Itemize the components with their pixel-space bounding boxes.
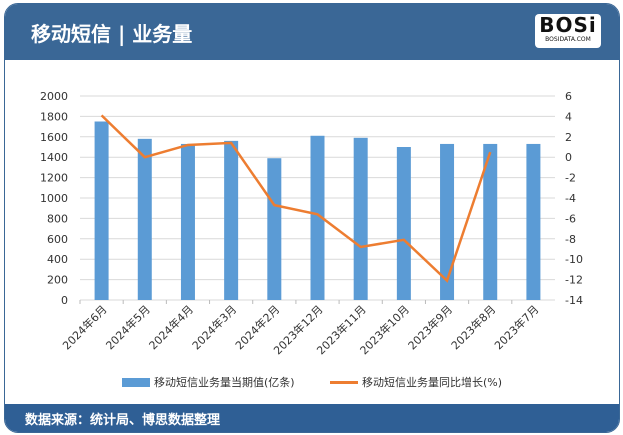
bosi-logo: BOSi BOSIDATA.COM [535,14,601,48]
y2-tick-label: -14 [565,294,583,307]
legend-line-swatch [330,380,358,384]
source-note: 数据来源：统计局、博思数据整理 [25,413,221,428]
x-tick-label: 2024年3月 [189,302,239,352]
x-tick-label: 2023年7月 [491,302,541,352]
y2-tick-label: 6 [565,90,572,103]
y-tick-label: 2000 [40,90,68,103]
y-tick-label: 1200 [40,172,68,185]
x-tick-label: 2024年5月 [103,302,153,352]
y-tick-label: 800 [47,212,68,225]
y-tick-label: 1400 [40,151,68,164]
y-tick-label: 400 [47,253,68,266]
bar [483,143,498,300]
y2-tick-label: -4 [565,192,576,205]
bar [267,158,282,300]
x-tick-label: 2024年6月 [60,302,110,352]
legend-line: 移动短信业务量同比增长(%) [330,374,502,390]
bar [526,143,541,300]
y-tick-label: 1600 [40,131,68,144]
x-tick-label: 2023年9月 [405,302,455,352]
bar [310,135,325,300]
y2-tick-label: -10 [565,253,583,266]
header: 移动短信 | 业务量 BOSi BOSIDATA.COM [5,4,619,60]
x-tick-label: 2023年8月 [448,302,498,352]
y2-tick-label: -2 [565,172,576,185]
bar [440,143,455,300]
legend-line-label: 移动短信业务量同比增长(%) [362,376,503,389]
footer: 数据来源：统计局、博思数据整理 [5,404,619,432]
growth-line [100,114,492,283]
bar [94,121,109,300]
y2-tick-label: -6 [565,212,576,225]
bar [396,147,411,300]
y-tick-label: 1000 [40,192,68,205]
legend-bar: 移动短信业务量当期值(亿条) [122,374,295,390]
y2-tick-label: 0 [565,151,572,164]
y-tick-label: 1800 [40,110,68,123]
y-tick-label: 0 [61,294,68,307]
y2-tick-label: 2 [565,131,572,144]
bar [224,140,239,300]
legend-bar-label: 移动短信业务量当期值(亿条) [154,376,295,389]
y2-tick-label: -8 [565,233,576,246]
bar [137,138,152,300]
page-title: 移动短信 | 业务量 [31,22,193,46]
y-tick-label: 200 [47,274,68,287]
bar [353,137,368,300]
bar [180,143,195,300]
y2-tick-label: 4 [565,110,572,123]
y-tick-label: 600 [47,233,68,246]
x-tick-label: 2024年4月 [146,302,196,352]
legend-bar-swatch [122,377,150,387]
y2-tick-label: -12 [565,274,583,287]
